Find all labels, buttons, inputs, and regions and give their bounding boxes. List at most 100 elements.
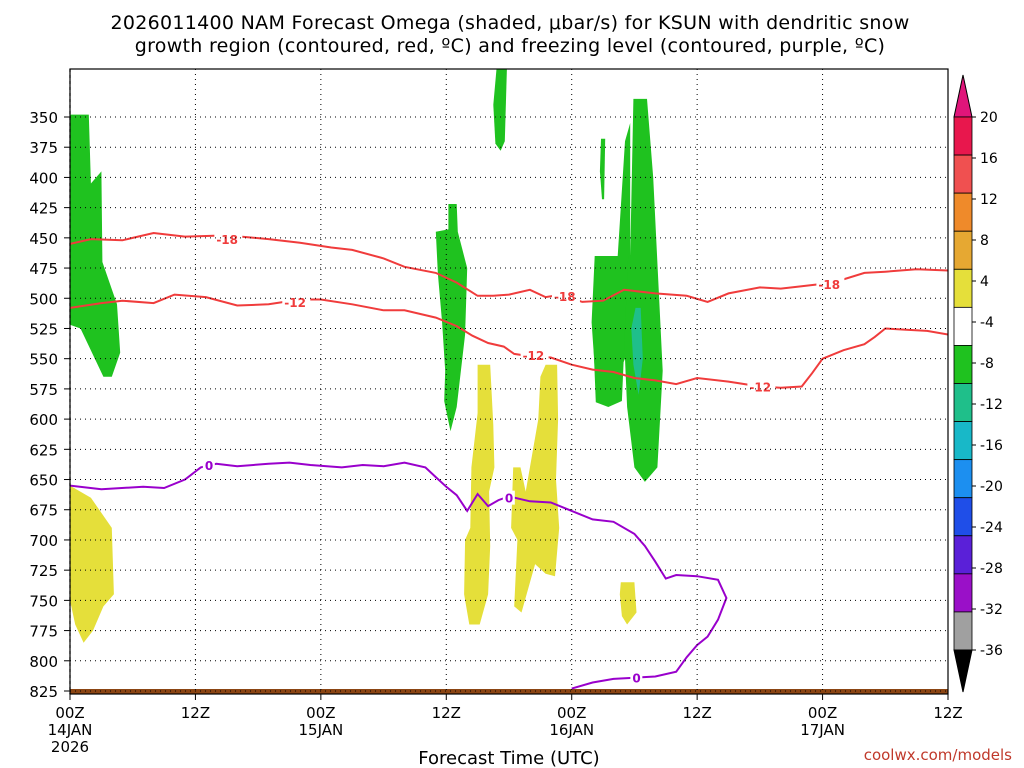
y-tick-label-350: 350: [29, 109, 58, 127]
x-date-label-72: 17JAN: [800, 721, 845, 739]
contour-label-2-0: 0: [205, 459, 213, 473]
y-tick-label-550: 550: [29, 351, 58, 369]
colorbar-bottom-arrow: [953, 649, 973, 693]
contour-label-2-2: 0: [632, 672, 640, 686]
x-date-label-48: 16JAN: [549, 721, 594, 739]
chart-title-line-1: 2026011400 NAM Forecast Omega (shaded, μ…: [110, 12, 909, 34]
omega-region-green-sliver: [599, 138, 606, 200]
terrain-fill: [70, 689, 948, 694]
grid: [69, 68, 949, 695]
colorbar-segment-13: [953, 611, 973, 651]
contour-label-0-0: -18: [216, 233, 238, 247]
contour-label-1-2: -12: [749, 380, 771, 394]
credit-text: coolwx.com/models: [864, 746, 1012, 764]
omega-region-green-mid: [435, 204, 468, 432]
contour-label-1-1: -12: [523, 349, 545, 363]
y-tick-label-725: 725: [29, 562, 58, 580]
contour-line-0: [70, 231, 948, 303]
colorbar-label-8: -16: [980, 438, 1003, 454]
y-tick-label-625: 625: [29, 441, 58, 459]
colorbar-label-13: -36: [980, 643, 1003, 659]
y-tick-label-400: 400: [29, 169, 58, 187]
x-tick-label-36: 12Z: [432, 704, 461, 722]
x-date-label-0: 14JAN: [48, 721, 93, 739]
y-tick-label-575: 575: [29, 381, 58, 399]
contour-label-bg: [816, 276, 845, 291]
plot-area: -18 -18 -18 -12 -12 -12 0 0 0: [70, 69, 948, 694]
contour-label-bg: [502, 490, 515, 505]
y-tick-label-800: 800: [29, 653, 58, 671]
y-tick-label-425: 425: [29, 200, 58, 218]
y-tick-label-700: 700: [29, 532, 58, 550]
x-tick-label-0: 00Z: [55, 704, 84, 722]
y-tick-label-450: 450: [29, 230, 58, 248]
omega-region-yellow-small: [619, 582, 637, 625]
colorbar-label-2: 12: [980, 192, 998, 208]
y-tick-label-500: 500: [29, 290, 58, 308]
colorbar-label-9: -20: [980, 479, 1003, 495]
omega-region-green-narrow-top: [493, 69, 507, 151]
colorbar-segment-2: [953, 192, 973, 232]
contour-label-bg: [747, 379, 776, 394]
colorbar: 20 16 12 8 4 -4 -8 -12 -16 -20 -24 -28 -32 -36: [953, 74, 1003, 693]
plot-background: [70, 69, 948, 694]
colorbar-label-5: -4: [980, 315, 994, 331]
contour-label-bg: [630, 670, 643, 685]
colorbar-segment-8: [953, 421, 973, 461]
omega-region-yellow-mid-b: [511, 364, 560, 613]
colorbar-segment-11: [953, 535, 973, 575]
y-tick-label-525: 525: [29, 320, 58, 338]
colorbar-label-3: 8: [980, 233, 989, 249]
chart-title-line-2: growth region (contoured, red, ºC) and f…: [135, 35, 886, 57]
y-tick-label-825: 825: [29, 683, 58, 701]
x-tick-label-24: 00Z: [306, 704, 335, 722]
colorbar-segment-1: [953, 154, 973, 194]
colorbar-segment-3: [953, 230, 973, 270]
colorbar-label-1: 16: [980, 151, 998, 167]
colorbar-segment-6: [953, 345, 973, 384]
y-axis: 350 375 400 425 450 475 500 525 550 575 600 625 650 6…: [29, 109, 70, 701]
colorbar-label-6: -8: [980, 356, 994, 372]
colorbar-segment-0: [953, 116, 973, 156]
contour-label-bg: [520, 348, 549, 363]
omega-region-teal-core: [631, 307, 643, 395]
colorbar-label-10: -24: [980, 520, 1003, 536]
y-tick-label-675: 675: [29, 502, 58, 520]
contour-line-1: [70, 293, 948, 389]
colorbar-label-12: -32: [980, 602, 1003, 618]
contour-label-0-2: -18: [818, 278, 840, 292]
colorbar-segment-10: [953, 497, 973, 537]
colorbar-top-arrow: [953, 74, 973, 118]
x-tick-label-12: 12Z: [181, 704, 210, 722]
colorbar-segment-4: [953, 268, 973, 308]
x-axis-label: Forecast Time (UTC): [418, 748, 599, 768]
x-date-label-24: 15JAN: [298, 721, 343, 739]
colorbar-label-7: -12: [980, 397, 1003, 413]
colorbar-label-0: 20: [980, 110, 998, 126]
colorbar-label-11: -28: [980, 561, 1003, 577]
x-tick-label-72: 00Z: [808, 704, 837, 722]
colorbar-label-4: 4: [980, 274, 989, 290]
contour-label-bg: [551, 288, 580, 303]
omega-region-green-left-of-big: [592, 256, 629, 407]
colorbar-segment-9: [953, 459, 973, 499]
y-tick-label-475: 475: [29, 260, 58, 278]
contour-label-bg: [282, 294, 311, 309]
contour-label-bg: [214, 232, 243, 247]
contour-label-2-1: 0: [505, 492, 513, 506]
y-tick-label-650: 650: [29, 472, 58, 490]
colorbar-segment-5: [953, 306, 973, 346]
y-tick-label-750: 750: [29, 592, 58, 610]
x-tick-label-84: 12Z: [933, 704, 962, 722]
contour-label-0-1: -18: [554, 290, 576, 304]
omega-region-green-early: [70, 114, 121, 377]
colorbar-segment-12: [953, 573, 973, 613]
contour-label-bg: [202, 458, 215, 473]
omega-region-yellow-low-left: [70, 485, 114, 643]
x-year-label-0: 2026: [51, 738, 89, 756]
contour-label-1-0: -12: [284, 296, 306, 310]
x-tick-label-48: 00Z: [557, 704, 586, 722]
y-tick-label-375: 375: [29, 139, 58, 157]
